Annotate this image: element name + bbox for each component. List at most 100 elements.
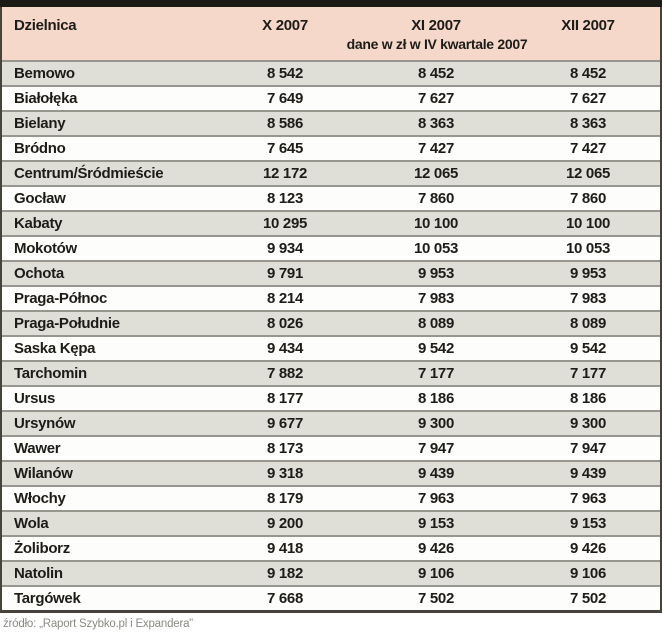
price-cell: 8 179 bbox=[266, 490, 304, 507]
price-cell: 9 953 bbox=[417, 265, 455, 282]
column-header-xii2007: XII 2007 bbox=[516, 7, 660, 35]
table-row: Gocław 8 123 7 860 7 860 bbox=[2, 186, 660, 211]
table-row: Natolin 9 182 9 106 9 106 bbox=[2, 561, 660, 586]
price-cell: 9 200 bbox=[266, 515, 304, 532]
price-cell: 7 627 bbox=[417, 90, 455, 107]
price-cell: 7 668 bbox=[266, 590, 304, 607]
price-cell: 9 439 bbox=[569, 465, 607, 482]
table-row: Bródno 7 645 7 427 7 427 bbox=[2, 136, 660, 161]
table-header: Dzielnica X 2007 XI 2007 XII 2007 dane w… bbox=[2, 7, 660, 61]
price-cell: 9 426 bbox=[417, 540, 455, 557]
price-cell: 7 177 bbox=[417, 365, 455, 382]
district-cell: Bemowo bbox=[14, 65, 75, 82]
price-cell: 7 427 bbox=[417, 140, 455, 157]
price-cell: 9 106 bbox=[417, 565, 455, 582]
price-cell: 9 434 bbox=[266, 340, 304, 357]
district-cell: Żoliborz bbox=[14, 540, 70, 557]
price-cell: 10 053 bbox=[413, 240, 459, 257]
table-row: Wawer 8 173 7 947 7 947 bbox=[2, 436, 660, 461]
table-row: Białołęka 7 649 7 627 7 627 bbox=[2, 86, 660, 111]
price-cell: 8 186 bbox=[569, 390, 607, 407]
district-cell: Wola bbox=[14, 515, 49, 532]
table-row: Ursus 8 177 8 186 8 186 bbox=[2, 386, 660, 411]
district-price-table-frame: Dzielnica X 2007 XI 2007 XII 2007 dane w… bbox=[0, 0, 662, 613]
price-cell: 9 791 bbox=[266, 265, 304, 282]
district-cell: Bielany bbox=[14, 115, 66, 132]
table-row: Żoliborz 9 418 9 426 9 426 bbox=[2, 536, 660, 561]
district-cell: Praga-Północ bbox=[14, 290, 108, 307]
price-cell: 7 860 bbox=[417, 190, 455, 207]
price-cell: 8 177 bbox=[266, 390, 304, 407]
price-cell: 9 106 bbox=[569, 565, 607, 582]
price-cell: 8 173 bbox=[266, 440, 304, 457]
price-cell: 7 177 bbox=[569, 365, 607, 382]
table-row: Mokotów 9 934 10 053 10 053 bbox=[2, 236, 660, 261]
district-cell: Targówek bbox=[14, 590, 81, 607]
price-cell: 10 100 bbox=[565, 215, 611, 232]
district-cell: Wilanów bbox=[14, 465, 73, 482]
table-subtitle: dane w zł w IV kwartale 2007 bbox=[214, 35, 660, 61]
district-cell: Saska Kępa bbox=[14, 340, 96, 357]
price-cell: 8 363 bbox=[569, 115, 607, 132]
price-cell: 7 947 bbox=[417, 440, 455, 457]
price-cell: 7 882 bbox=[266, 365, 304, 382]
price-cell: 7 983 bbox=[569, 290, 607, 307]
table-row: Praga-Południe 8 026 8 089 8 089 bbox=[2, 311, 660, 336]
price-cell: 8 452 bbox=[569, 65, 607, 82]
district-cell: Białołęka bbox=[14, 90, 78, 107]
header-subtitle-spacer bbox=[2, 35, 214, 61]
table-row: Kabaty 10 295 10 100 10 100 bbox=[2, 211, 660, 236]
price-cell: 7 649 bbox=[266, 90, 304, 107]
price-cell: 10 295 bbox=[262, 215, 308, 232]
price-cell: 9 318 bbox=[266, 465, 304, 482]
price-cell: 7 627 bbox=[569, 90, 607, 107]
price-cell: 9 426 bbox=[569, 540, 607, 557]
price-cell: 12 065 bbox=[413, 165, 459, 182]
price-cell: 7 963 bbox=[417, 490, 455, 507]
price-cell: 12 172 bbox=[262, 165, 308, 182]
district-cell: Bródno bbox=[14, 140, 66, 157]
district-cell: Mokotów bbox=[14, 240, 77, 257]
district-cell: Ochota bbox=[14, 265, 64, 282]
price-cell: 7 963 bbox=[569, 490, 607, 507]
table-body: Bemowo 8 542 8 452 8 452 Białołęka 7 649 7 627… bbox=[2, 61, 660, 610]
table-row: Ochota 9 791 9 953 9 953 bbox=[2, 261, 660, 286]
price-cell: 9 934 bbox=[266, 240, 304, 257]
price-cell: 9 953 bbox=[569, 265, 607, 282]
price-cell: 7 860 bbox=[569, 190, 607, 207]
price-cell: 9 182 bbox=[266, 565, 304, 582]
price-cell: 9 300 bbox=[569, 415, 607, 432]
table-row: Ursynów 9 677 9 300 9 300 bbox=[2, 411, 660, 436]
district-cell: Praga-Południe bbox=[14, 315, 120, 332]
price-cell: 7 645 bbox=[266, 140, 304, 157]
price-cell: 8 542 bbox=[266, 65, 304, 82]
price-cell: 8 452 bbox=[417, 65, 455, 82]
table-row: Centrum/Śródmieście 12 172 12 065 12 065 bbox=[2, 161, 660, 186]
price-cell: 9 542 bbox=[569, 340, 607, 357]
district-cell: Gocław bbox=[14, 190, 66, 207]
price-cell: 9 542 bbox=[417, 340, 455, 357]
price-cell: 8 123 bbox=[266, 190, 304, 207]
table-row: Wilanów 9 318 9 439 9 439 bbox=[2, 461, 660, 486]
price-cell: 8 586 bbox=[266, 115, 304, 132]
price-cell: 9 677 bbox=[266, 415, 304, 432]
column-header-xi2007: XI 2007 bbox=[356, 7, 516, 35]
price-cell: 7 427 bbox=[569, 140, 607, 157]
price-cell: 9 418 bbox=[266, 540, 304, 557]
price-cell: 8 214 bbox=[266, 290, 304, 307]
district-cell: Natolin bbox=[14, 565, 63, 582]
district-price-table: Dzielnica X 2007 XI 2007 XII 2007 dane w… bbox=[2, 7, 660, 610]
district-cell: Wawer bbox=[14, 440, 61, 457]
price-cell: 10 053 bbox=[565, 240, 611, 257]
table-row: Saska Kępa 9 434 9 542 9 542 bbox=[2, 336, 660, 361]
table-top-accent-bar bbox=[0, 0, 662, 7]
header-subtitle-row: dane w zł w IV kwartale 2007 bbox=[2, 35, 660, 61]
price-cell: 7 983 bbox=[417, 290, 455, 307]
price-cell: 9 439 bbox=[417, 465, 455, 482]
district-cell: Tarchomin bbox=[14, 365, 87, 382]
district-cell: Ursus bbox=[14, 390, 56, 407]
table-row: Tarchomin 7 882 7 177 7 177 bbox=[2, 361, 660, 386]
district-cell: Centrum/Śródmieście bbox=[14, 165, 164, 182]
price-cell: 8 186 bbox=[417, 390, 455, 407]
